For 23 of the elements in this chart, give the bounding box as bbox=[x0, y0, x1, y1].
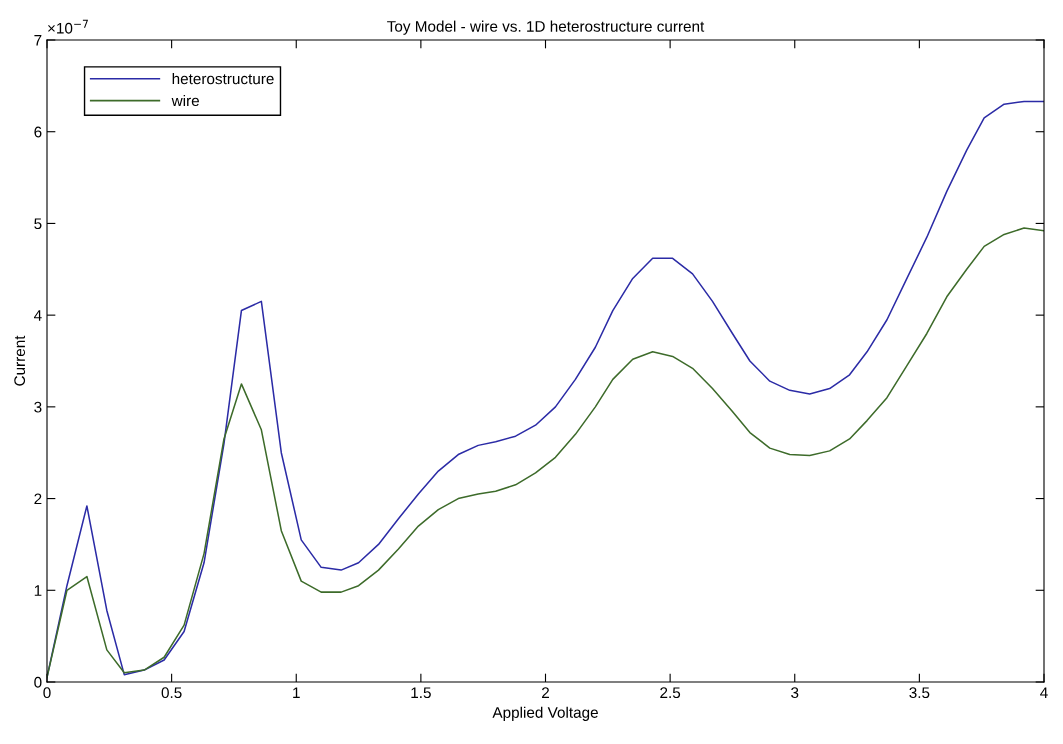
y-axis-title: Current bbox=[14, 335, 26, 386]
x-tick-label: 1.5 bbox=[411, 687, 431, 699]
legend-label: wire bbox=[171, 94, 199, 107]
y-tick-label: 3 bbox=[34, 401, 42, 413]
chart-title: Toy Model - wire vs. 1D heterostructure current bbox=[387, 20, 705, 35]
x-tick-label: 0 bbox=[43, 687, 51, 699]
x-axis-title: Applied Voltage bbox=[492, 706, 598, 721]
x-tick-label: 2 bbox=[542, 687, 549, 698]
y-tick-label: 7 bbox=[34, 35, 42, 46]
x-tick-label: 3 bbox=[791, 687, 799, 699]
x-tick-label: 0.5 bbox=[161, 687, 182, 699]
y-tick-label: 1 bbox=[34, 585, 42, 596]
y-tick-label: 2 bbox=[34, 493, 42, 505]
y-tick-label: 4 bbox=[33, 310, 42, 321]
x-tick-label: 4 bbox=[1040, 687, 1048, 698]
y-tick-label: 5 bbox=[34, 218, 42, 230]
text: ×10$^{−7}$ bbox=[48, 19, 88, 34]
x-tick-label: 1 bbox=[293, 687, 300, 698]
x-tick-label: 2.5 bbox=[660, 687, 681, 699]
y-tick-label: 6 bbox=[34, 126, 42, 138]
x-tick-label: 3.5 bbox=[909, 687, 930, 699]
legend-label: heterostructure bbox=[172, 73, 274, 85]
y-tick-label: 0 bbox=[34, 676, 42, 688]
